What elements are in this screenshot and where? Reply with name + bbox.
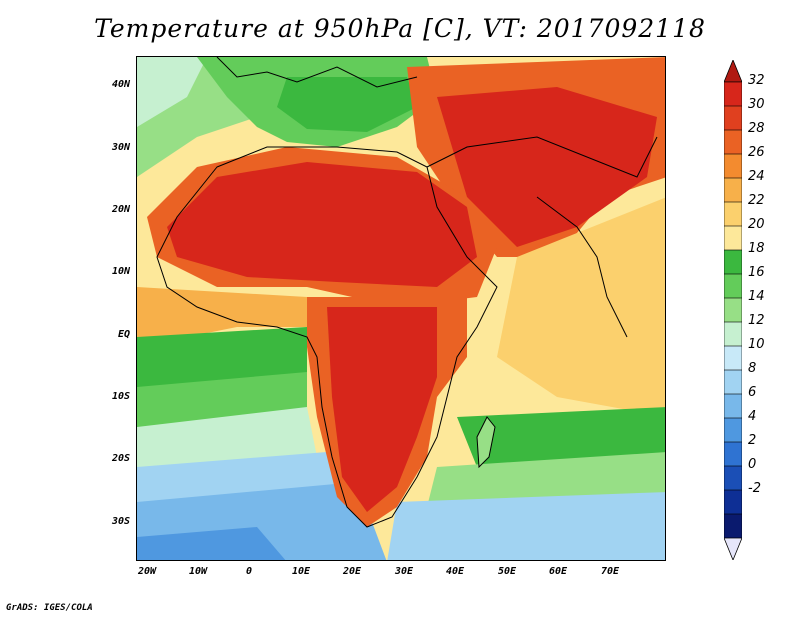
colorbar-segment bbox=[724, 297, 742, 323]
colorbar-segment bbox=[724, 513, 742, 539]
x-tick-label: 10E bbox=[291, 566, 311, 577]
y-tick-label: 10S bbox=[111, 391, 130, 402]
colorbar-segment bbox=[724, 489, 742, 515]
south-indian-ocean-cool-field bbox=[427, 452, 665, 507]
south-atlantic-cold-field bbox=[137, 452, 347, 507]
x-tick-label: 10W bbox=[188, 566, 208, 577]
colorbar-label: 28 bbox=[748, 121, 765, 136]
x-tick-label: 50E bbox=[497, 566, 517, 577]
colorbar-label: 18 bbox=[748, 241, 765, 256]
colorbar-segment bbox=[724, 201, 742, 227]
colorbar-label: -2 bbox=[748, 481, 761, 496]
arabia-hot-field bbox=[437, 87, 657, 247]
colorbar-segment bbox=[724, 369, 742, 395]
colorbar-segment bbox=[724, 417, 742, 443]
southern-ocean-cold-field bbox=[137, 527, 286, 560]
madagascar-outline bbox=[476, 416, 496, 469]
asia-coastline bbox=[426, 136, 658, 178]
colorbar-segment bbox=[724, 105, 742, 131]
colorbar-label: 10 bbox=[748, 337, 765, 352]
colorbar-label: 12 bbox=[748, 313, 765, 328]
y-tick-label: 30N bbox=[111, 142, 130, 153]
temperature-map bbox=[136, 56, 666, 561]
colorbar-bottom-arrow bbox=[724, 537, 742, 560]
europe-coastline bbox=[216, 57, 418, 88]
x-tick-label: 40E bbox=[445, 566, 465, 577]
colorbar-segment bbox=[724, 225, 742, 251]
colorbar-label: 16 bbox=[748, 265, 765, 280]
gulf-of-guinea-field bbox=[137, 287, 317, 347]
colorbar-top-arrow bbox=[724, 60, 742, 83]
x-tick-label: 0 bbox=[245, 566, 253, 577]
colorbar-segment bbox=[724, 249, 742, 275]
mediterranean-warm-field bbox=[277, 77, 417, 132]
y-tick-label: 20N bbox=[111, 204, 130, 215]
colorbar-segment bbox=[724, 441, 742, 467]
sahara-hot-field bbox=[167, 162, 477, 287]
south-indian-ocean-cold-field bbox=[387, 492, 665, 560]
colorbar-label: 4 bbox=[748, 409, 757, 424]
colorbar-segment bbox=[724, 129, 742, 155]
x-tick-label: 70E bbox=[600, 566, 620, 577]
colorbar-label: 14 bbox=[748, 289, 765, 304]
colorbar-label: 26 bbox=[748, 145, 765, 160]
colorbar-label: 30 bbox=[748, 97, 765, 112]
x-tick-label: 20W bbox=[137, 566, 157, 577]
y-tick-label: 20S bbox=[111, 453, 130, 464]
colorbar-label: 20 bbox=[748, 217, 765, 232]
south-indian-ocean-field bbox=[457, 407, 665, 467]
colorbar-segment bbox=[724, 393, 742, 419]
colorbar-segment bbox=[724, 321, 742, 347]
colorbar-segment bbox=[724, 465, 742, 491]
colorbar-label: 22 bbox=[748, 193, 765, 208]
y-tick-label: 10N bbox=[111, 266, 130, 277]
y-tick-label: 30S bbox=[111, 516, 130, 527]
india-coastline bbox=[536, 196, 628, 338]
map-title: Temperature at 950hPa [C], VT: 201709211… bbox=[94, 14, 706, 43]
colorbar-label: 8 bbox=[748, 361, 757, 376]
colorbar bbox=[724, 60, 742, 560]
colorbar-label: 0 bbox=[748, 457, 757, 472]
colorbar-segment bbox=[724, 345, 742, 371]
north-atlantic-cool-field bbox=[137, 57, 207, 127]
temperature-map-canvas bbox=[137, 57, 665, 560]
grads-credit: GrADS: IGES/COLA bbox=[6, 603, 93, 613]
africa-coastline bbox=[156, 146, 498, 528]
colorbar-segment bbox=[724, 81, 742, 107]
colorbar-label: 32 bbox=[748, 73, 765, 88]
x-tick-label: 20E bbox=[342, 566, 362, 577]
colorbar-label: 2 bbox=[748, 433, 757, 448]
southern-africa-hot-field bbox=[327, 307, 437, 512]
y-tick-label: EQ bbox=[117, 329, 130, 340]
colorbar-label: 24 bbox=[748, 169, 765, 184]
x-tick-label: 30E bbox=[394, 566, 414, 577]
colorbar-segment bbox=[724, 153, 742, 179]
colorbar-label: 6 bbox=[748, 385, 757, 400]
y-tick-label: 40N bbox=[111, 79, 130, 90]
indian-ocean-field bbox=[497, 197, 665, 417]
colorbar-segment bbox=[724, 177, 742, 203]
colorbar-segment bbox=[724, 273, 742, 299]
x-tick-label: 60E bbox=[548, 566, 568, 577]
